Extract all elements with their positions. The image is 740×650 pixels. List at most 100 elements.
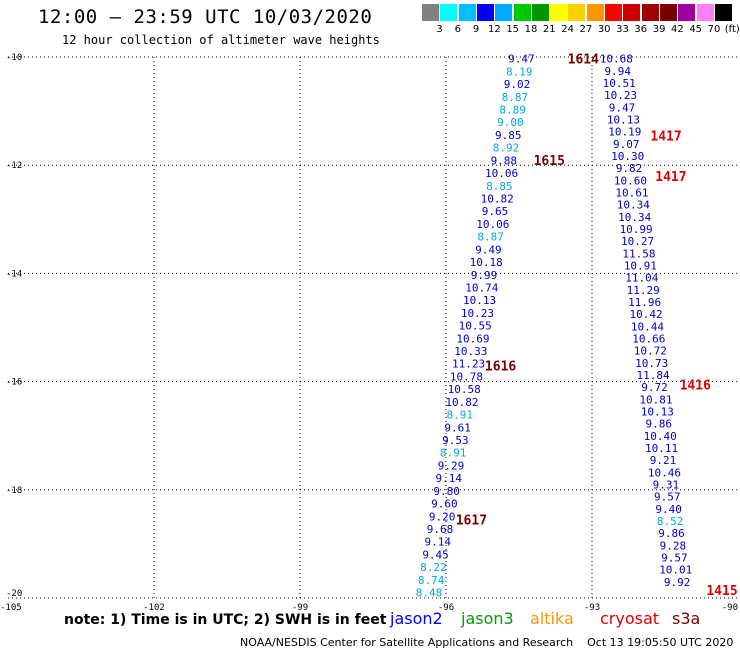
swh-value-label: 10.13 (607, 113, 640, 126)
x-tick-label: -90 (722, 603, 738, 613)
swh-value-label: 8.87 (502, 91, 529, 104)
swh-value-label: 9.82 (616, 162, 643, 175)
scale-label: 36 (634, 24, 648, 35)
swh-value-label: 10.13 (641, 405, 674, 418)
x-tick-label: -96 (438, 603, 454, 613)
scale-swatch (440, 4, 458, 21)
swh-value-label: 9.29 (438, 459, 465, 472)
swh-value-label: 10.66 (632, 332, 665, 345)
swh-value-label: 10.40 (644, 430, 677, 443)
legend-jason3: jason3 (461, 609, 514, 628)
scale-swatch (641, 4, 659, 21)
time-label: 1617 (456, 514, 487, 529)
scale-label: 12 (488, 24, 501, 35)
swh-value-label: 9.47 (609, 101, 636, 114)
swh-value-label: 10.13 (463, 294, 496, 307)
x-tick-label: -99 (292, 603, 308, 613)
swh-value-label: 10.27 (621, 235, 654, 248)
scale-swatch (586, 4, 604, 21)
scale-label: 9 (472, 24, 480, 35)
swh-value-label: 9.57 (661, 551, 688, 564)
swh-value-label: 9.45 (422, 548, 449, 561)
page-title: 12:00 – 23:59 UTC 10/03/2020 (38, 6, 373, 28)
swh-value-label: 8.91 (440, 447, 467, 460)
swh-value-label: 11.04 (625, 272, 658, 285)
swh-value-label: 9.00 (497, 116, 524, 129)
swh-value-label: 10.74 (465, 281, 498, 294)
scale-label: 33 (616, 24, 629, 35)
swh-value-label: 10.11 (645, 442, 678, 455)
scale-label: 42 (671, 24, 684, 35)
swh-value-label: 9.80 (433, 485, 460, 498)
swh-value-label: 10.58 (448, 383, 481, 396)
time-label: 1616 (485, 359, 516, 374)
swh-value-label: 9.47 (508, 53, 535, 66)
swh-value-label: 9.21 (650, 454, 677, 467)
scale-label: 21 (542, 24, 556, 35)
swh-value-label: 10.78 (450, 370, 483, 383)
scale-label: 6 (454, 24, 461, 35)
swh-value-label: 10.82 (445, 396, 478, 409)
legend-jason2: jason2 (390, 609, 443, 628)
legend-altika: altika (530, 609, 574, 628)
swh-value-label: 10.91 (624, 259, 657, 272)
swh-value-label: 9.28 (660, 539, 687, 552)
swh-value-label: 9.85 (495, 129, 522, 142)
swh-value-label: 8.89 (499, 103, 526, 116)
swh-value-label: 10.06 (485, 167, 518, 180)
swh-value-label: 9.02 (504, 78, 531, 91)
swh-value-label: 8.19 (506, 65, 533, 78)
time-label: 1416 (680, 378, 711, 393)
swh-value-label: 10.34 (618, 211, 651, 224)
swh-value-label: 11.84 (637, 369, 670, 382)
swh-value-label: 9.07 (613, 138, 640, 151)
scale-label: 70 (707, 24, 721, 35)
swh-value-label: 10.68 (600, 53, 633, 66)
swh-value-label: 10.60 (614, 174, 647, 187)
swh-value-label: 11.58 (622, 247, 655, 260)
legend-cryosat: cryosat (600, 609, 660, 628)
swh-value-label: 9.65 (482, 205, 509, 218)
swh-value-label: 9.57 (654, 491, 681, 504)
scale-swatch (696, 4, 714, 21)
scale-swatch (531, 4, 549, 21)
scale-label: 39 (652, 24, 666, 35)
scale-label: 30 (597, 24, 611, 35)
scale-swatch (605, 4, 622, 21)
swh-value-label: 9.86 (646, 418, 673, 431)
credit-line: NOAA/NESDIS Center for Satellite Applica… (240, 636, 734, 649)
swh-value-label: 11.29 (627, 284, 660, 297)
swh-value-label: 10.06 (476, 218, 509, 231)
scale-label: (ft) (724, 24, 740, 35)
swh-value-label: 10.18 (470, 256, 503, 269)
swh-value-label: 8.22 (420, 561, 447, 574)
swh-value-label: 8.91 (447, 409, 474, 422)
legend-s3a: s3a (672, 609, 701, 628)
swh-value-label: 8.87 (477, 231, 504, 244)
swh-value-label: 10.30 (611, 150, 644, 163)
scale-swatch (623, 4, 641, 21)
swh-value-label: 10.82 (481, 192, 514, 205)
swh-value-label: 10.51 (603, 77, 636, 90)
swh-value-label: 10.19 (608, 126, 641, 139)
scale-swatch (714, 4, 732, 21)
scale-swatch (476, 4, 494, 21)
swh-value-label: 10.61 (615, 186, 648, 199)
swh-value-label: 9.68 (427, 523, 454, 536)
scale-swatch (458, 4, 476, 21)
swh-value-label: 9.60 (431, 498, 458, 511)
scale-swatch (568, 4, 586, 21)
scale-swatch (659, 4, 677, 21)
swh-value-label: 10.46 (648, 466, 681, 479)
y-tick-label: -20 (6, 589, 22, 599)
swh-value-label: 10.42 (629, 308, 662, 321)
swh-value-label: 9.94 (604, 65, 631, 78)
swh-value-label: 9.53 (442, 434, 469, 447)
time-label: 1415 (706, 584, 737, 599)
swh-value-label: 10.72 (634, 345, 667, 358)
swh-value-label: 9.40 (655, 503, 682, 516)
y-tick-label: -18 (6, 486, 22, 496)
time-label: 1614 (568, 53, 599, 68)
scale-label: 3 (436, 24, 443, 35)
